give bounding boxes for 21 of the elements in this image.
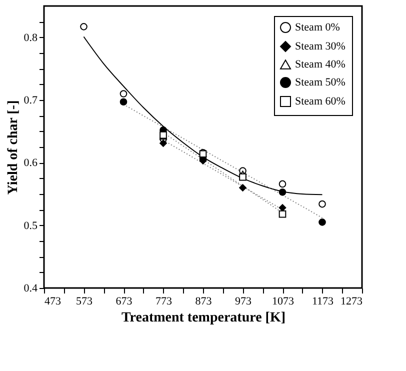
x-tick-label: 973 xyxy=(235,296,252,308)
y-tick-label: 0.8 xyxy=(24,32,38,44)
y-tick-label: 0.5 xyxy=(24,220,38,232)
x-tick-label: 1173 xyxy=(312,296,334,308)
legend-label: Steam 0% xyxy=(295,22,340,34)
x-tick-label: 673 xyxy=(116,296,133,308)
x-axis-title: Treatment temperature [K] xyxy=(121,310,286,326)
y-tick-label: 0.4 xyxy=(24,282,38,294)
x-tick-label: 473 xyxy=(44,296,62,308)
x-tick-label: 1273 xyxy=(340,296,363,308)
x-tick-label: 873 xyxy=(195,296,212,308)
legend-label: Steam 60% xyxy=(295,96,346,108)
x-tick-label: 573 xyxy=(76,296,93,308)
legend-label: Steam 40% xyxy=(295,58,346,70)
legend-label: Steam 30% xyxy=(295,40,346,52)
x-tick-label: 773 xyxy=(156,296,172,308)
y-tick-label: 0.7 xyxy=(24,94,38,106)
legend-label: Steam 50% xyxy=(295,76,346,88)
y-axis-title: Yield of char [-] xyxy=(6,100,21,195)
x-tick-label: 1073 xyxy=(272,296,294,308)
y-tick-label: 0.6 xyxy=(24,157,38,170)
